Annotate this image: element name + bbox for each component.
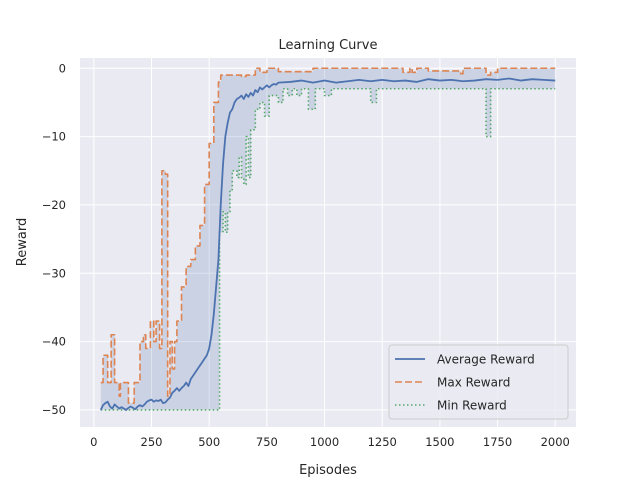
legend-label: Min Reward [437,399,507,413]
legend-label: Max Reward [437,376,510,390]
y-tick-label: −10 [42,130,66,144]
y-tick-labels: 0 −10 −20 −30 −40 −50 [42,61,66,417]
series-line-max-reward [100,67,556,404]
x-tick-label: 750 [256,435,278,449]
x-tick-labels: 0 250 500 750 1000 1250 1500 1750 2000 [90,435,570,449]
chart-title: Learning Curve [279,38,378,53]
x-tick-label: 1000 [310,435,339,449]
legend-box [388,344,569,420]
x-tick-label: 0 [90,435,97,449]
x-tick-label: 500 [198,435,220,449]
x-tick-label: 1750 [483,435,512,449]
x-tick-label: 1250 [368,435,397,449]
x-tick-label: 2000 [541,435,570,449]
x-axis-title: Episodes [299,463,357,478]
y-axis-title: Reward [15,218,30,266]
y-tick-label: −20 [42,198,66,212]
series-line-min-reward [100,87,556,411]
series-line-average-reward [99,77,556,411]
legend: Average Reward Max Reward Min Reward [388,344,569,420]
x-tick-label: 1500 [425,435,454,449]
y-tick-label: 0 [59,61,66,75]
band-area [100,68,556,410]
min-max-band [100,68,556,410]
series-lines [99,67,556,411]
y-tick-label: −30 [42,266,66,280]
y-tick-label: −50 [42,403,66,417]
y-tick-label: −40 [42,335,66,349]
legend-items: Average Reward Max Reward Min Reward [395,353,535,413]
legend-label: Average Reward [437,353,535,367]
x-tick-label: 250 [141,435,163,449]
